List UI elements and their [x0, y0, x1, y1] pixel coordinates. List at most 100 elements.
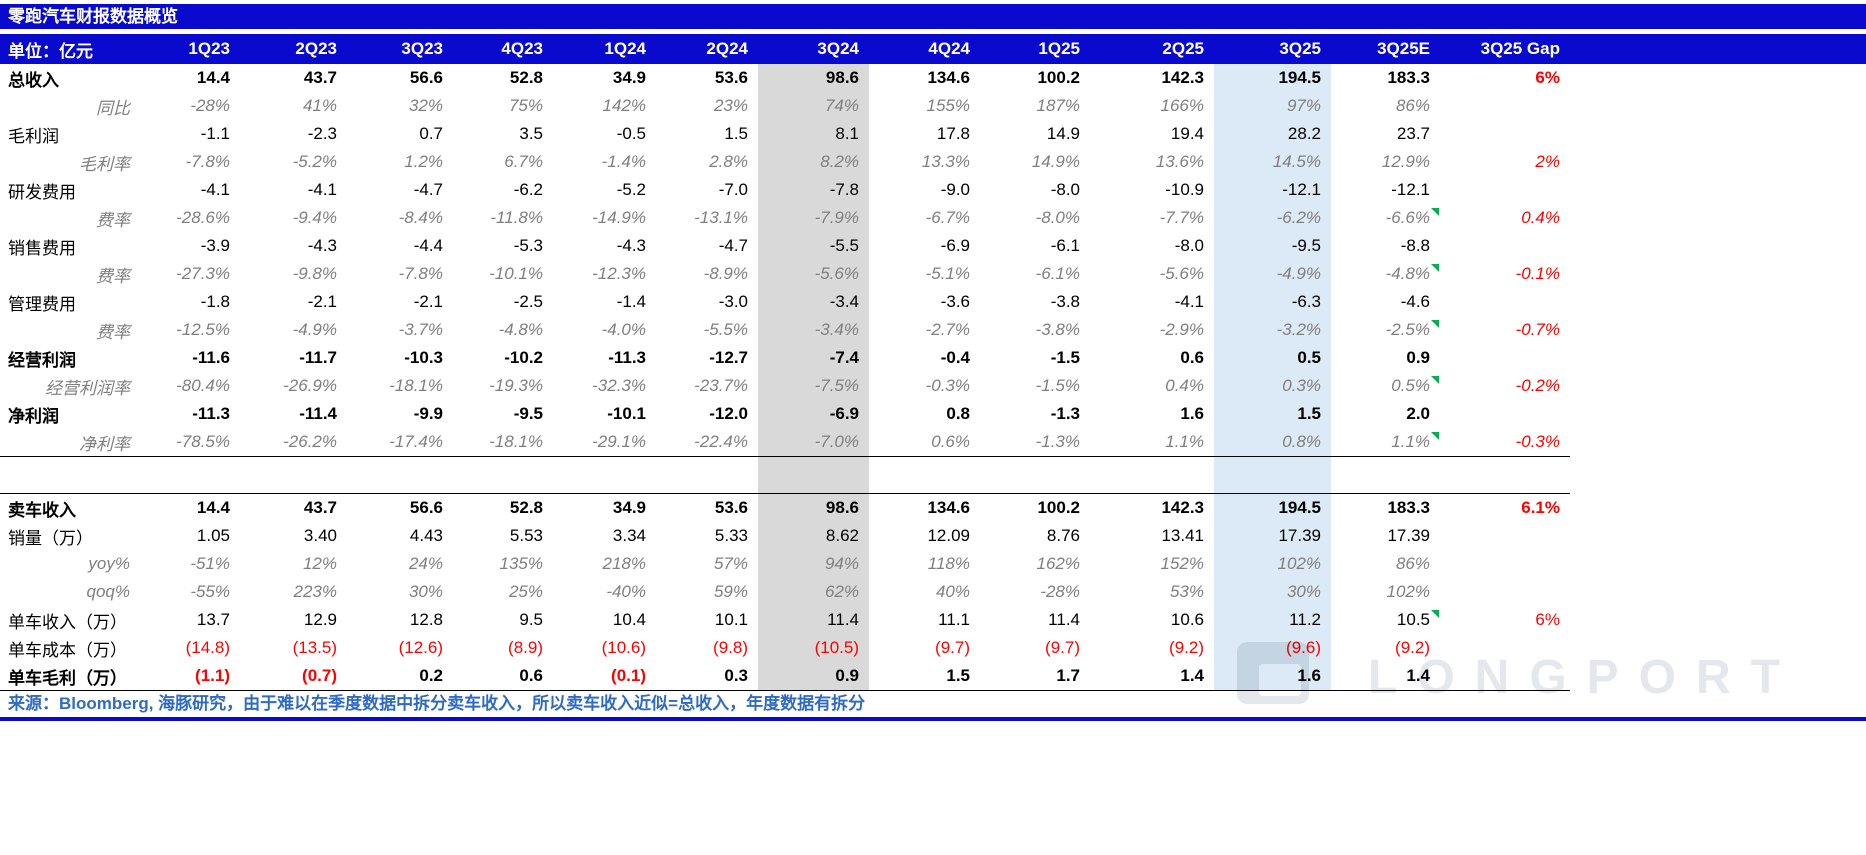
value-cell: -26.9%: [283, 376, 337, 395]
value-cell: 86%: [1395, 554, 1430, 573]
value-cell: -1.4: [616, 292, 646, 311]
value-cell: 62%: [758, 578, 869, 606]
value-cell: (12.6): [398, 638, 443, 657]
column-header-4q23: 4Q23: [453, 34, 553, 64]
value-cell: 28.2: [1214, 120, 1331, 148]
value-cell: 11.1: [938, 610, 970, 629]
value-cell: -1.8: [200, 292, 230, 311]
value-cell: 13.6%: [1155, 152, 1204, 171]
value-cell: -7.0%: [758, 428, 869, 457]
value-cell: 8.1: [758, 120, 869, 148]
value-cell: 0.3: [656, 662, 758, 691]
value-cell: -3.8: [1050, 292, 1080, 311]
value-cell: 14.4: [196, 68, 230, 87]
value-cell: -5.5: [758, 232, 869, 260]
value-cell: -3.8%: [1035, 320, 1080, 339]
gap-cell: [1440, 550, 1570, 578]
row-filler: [1570, 550, 1866, 578]
value-cell: -9.5: [1214, 232, 1331, 260]
gap-cell: 6%: [1535, 68, 1560, 87]
value-cell: -3.2%: [1214, 316, 1331, 344]
value-cell: 14.5%: [1214, 148, 1331, 176]
value-cell: -11.8%: [490, 208, 543, 227]
value-cell: 0.3%: [1214, 372, 1331, 400]
unit-label: 单位：亿元: [0, 34, 150, 64]
row-filler: [1570, 522, 1866, 550]
value-cell: 8.62: [758, 522, 869, 550]
row-filler: [1570, 148, 1866, 176]
value-cell: 0.6: [1180, 348, 1204, 367]
value-cell: [150, 456, 240, 494]
table-row: 毛利润 -1.1 -2.3 0.7 3.5 -0.5 1.5 8.1 17.8 14.9 19.4 2…: [0, 120, 1866, 148]
value-cell: -4.7: [718, 236, 748, 255]
value-cell: -5.5%: [703, 320, 748, 339]
gap-cell: -0.1%: [1515, 264, 1560, 283]
value-cell: 0.8: [946, 404, 970, 423]
value-cell: -5.6%: [758, 260, 869, 288]
value-cell: -32.3%: [592, 376, 646, 395]
row-label: [0, 456, 150, 494]
value-cell: 0.7: [419, 124, 443, 143]
value-cell: -29.1%: [592, 432, 646, 451]
table-row: qoq% -55% 223% 30% 25% -40% 59% 62% 40% -28% 53% 30…: [0, 578, 1866, 606]
value-cell: (9.8): [713, 638, 748, 657]
value-cell: -11.3: [192, 404, 230, 423]
table-row: 毛利率 -7.8% -5.2% 1.2% 6.7% -1.4% 2.8% 8.2% 13.3% 1…: [0, 148, 1866, 176]
value-cell: 59%: [713, 582, 748, 601]
value-cell: 3.34: [612, 526, 646, 545]
section-spacer: [0, 456, 1866, 494]
value-cell: [980, 456, 1090, 494]
value-cell: 86%: [1395, 96, 1430, 115]
table-row: 费率 -28.6% -9.4% -8.4% -11.8% -14.9% -13.1% -7.9…: [0, 204, 1866, 232]
value-cell: 17.8: [936, 124, 970, 143]
value-cell: 75%: [508, 96, 543, 115]
value-cell: -3.7%: [398, 320, 443, 339]
row-filler: [1570, 288, 1866, 316]
value-cell: -3.0: [718, 292, 748, 311]
value-cell: 11.4: [758, 606, 869, 634]
value-cell: 218%: [602, 554, 646, 573]
value-cell: -4.1: [307, 180, 337, 199]
value-cell: 98.6: [758, 64, 869, 92]
value-cell: 56.6: [409, 68, 443, 87]
value-cell: -8.8: [1400, 236, 1430, 255]
value-cell: -11.3: [608, 348, 646, 367]
value-cell: -51%: [190, 554, 230, 573]
value-cell: -7.8: [758, 176, 869, 204]
value-cell: -4.9%: [292, 320, 337, 339]
value-cell: -17.4%: [389, 432, 443, 451]
column-header-2q24: 2Q24: [656, 34, 758, 64]
table-header-row: 单位：亿元 1Q23 2Q23 3Q23 4Q23 1Q24 2Q24 3Q24 4Q24 1Q…: [0, 34, 1866, 64]
row-filler: [1570, 120, 1866, 148]
value-cell: 10.5: [1331, 606, 1440, 634]
value-cell: 41%: [302, 96, 337, 115]
header-filler: [1570, 34, 1866, 64]
value-cell: -80.4%: [176, 376, 230, 395]
value-cell: 43.7: [303, 498, 337, 517]
value-cell: -1.3%: [1035, 432, 1080, 451]
value-cell: -9.9: [413, 404, 443, 423]
value-cell: -14.9%: [592, 208, 646, 227]
value-cell: -19.3%: [489, 376, 543, 395]
value-cell: (9.2): [1169, 638, 1204, 657]
value-cell: [453, 456, 553, 494]
value-cell: -7.0: [718, 180, 748, 199]
value-cell: 102%: [1386, 582, 1430, 601]
row-label: 单车毛利（万）: [0, 662, 150, 691]
value-cell: -4.7: [413, 180, 443, 199]
value-cell: 40%: [935, 582, 970, 601]
value-cell: 25%: [508, 582, 543, 601]
row-filler: [1570, 260, 1866, 288]
value-cell: 43.7: [303, 68, 337, 87]
row-label: 研发费用: [8, 182, 76, 202]
value-cell: -10.9: [1165, 180, 1204, 199]
value-cell: -40%: [606, 582, 646, 601]
value-cell: 0.9: [758, 662, 869, 691]
value-cell: 3.40: [303, 526, 337, 545]
page-title: 零跑汽车财报数据概览: [8, 7, 178, 26]
financial-table: 单位：亿元 1Q23 2Q23 3Q23 4Q23 1Q24 2Q24 3Q24 4Q24 1Q…: [0, 34, 1866, 691]
value-cell: 162%: [1036, 554, 1080, 573]
value-cell: 1.2%: [404, 152, 443, 171]
row-filler: [1570, 232, 1866, 260]
value-cell: (8.9): [508, 638, 543, 657]
